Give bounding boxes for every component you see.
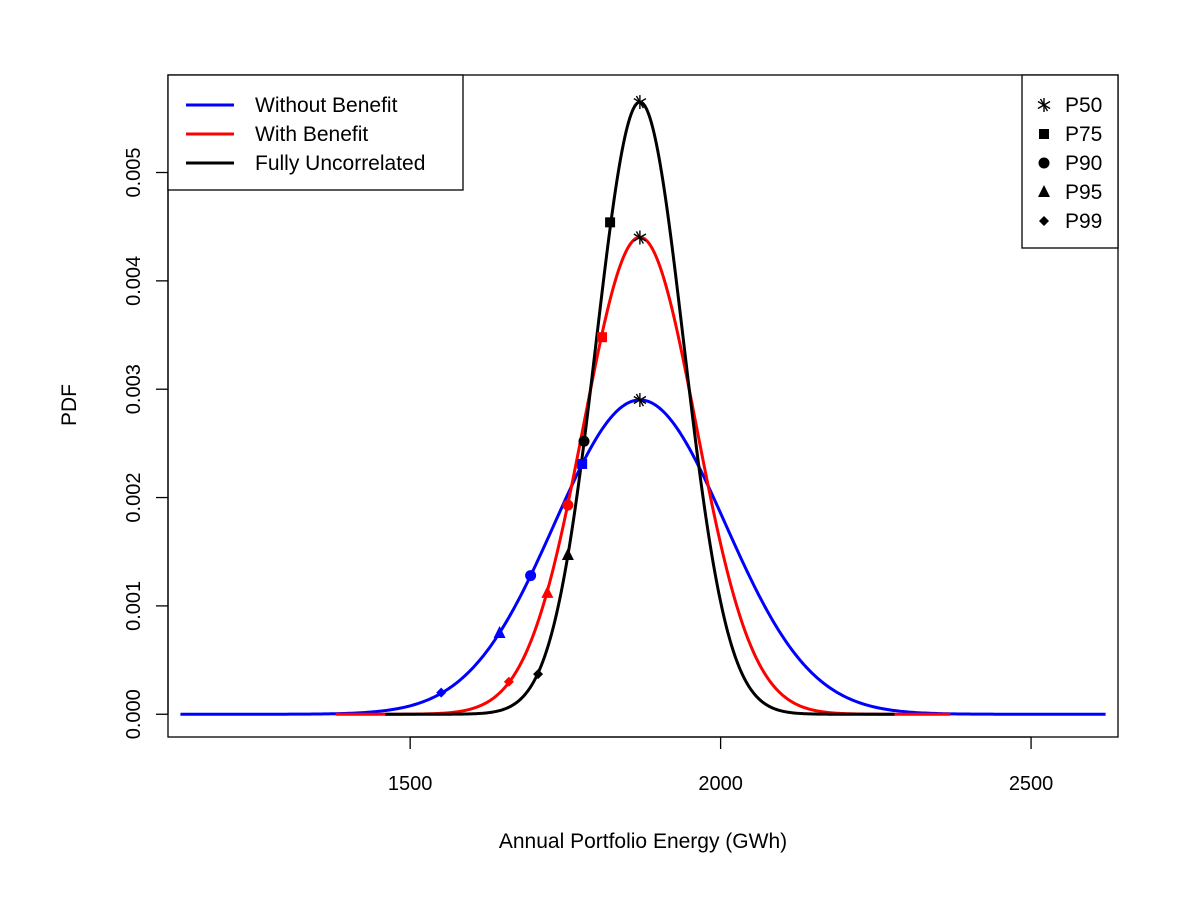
legend-markers-box	[1021, 74, 1119, 249]
marker-p95-without-benefit	[493, 625, 506, 638]
y-axis-title: PDF	[58, 384, 81, 426]
marker-p90-without-benefit	[525, 570, 537, 582]
legend-marker-label: P90	[1065, 152, 1102, 175]
legend-marker-p50-icon	[1037, 98, 1051, 112]
legend-markers: P50 P75 P90 P95 P99	[1021, 74, 1119, 249]
legend-marker-p50-icon-stroke	[1039, 98, 1049, 112]
marker-p95-fully-uncorrelated	[561, 547, 574, 560]
legend-label: With Benefit	[255, 123, 368, 146]
marker-p50-fully-uncorrelated-stroke	[635, 95, 645, 109]
x-axis: 1500 2000 2500	[388, 736, 1054, 795]
x-axis-title: Annual Portfolio Energy (GWh)	[499, 830, 787, 853]
marker-p50-without-benefit	[633, 393, 647, 408]
legend-marker-label: P75	[1065, 123, 1102, 146]
legend-marker-label: P99	[1065, 210, 1102, 233]
marker-p90-with-benefit	[562, 499, 574, 511]
legend-series: Without Benefit With Benefit Fully Uncorre…	[167, 74, 464, 191]
marker-p90-fully-uncorrelated	[578, 435, 590, 447]
legend-marker-p95-icon	[1038, 185, 1050, 197]
marker-p99-fully-uncorrelated	[533, 669, 544, 680]
y-tick-label: 0.005	[123, 147, 145, 197]
legend-marker-p99-icon	[1039, 216, 1049, 226]
percentile-markers	[436, 95, 647, 698]
y-tick-label: 0.001	[123, 581, 145, 631]
legend-label: Without Benefit	[255, 94, 398, 117]
marker-p75-without-benefit	[577, 458, 588, 469]
marker-p50-without-benefit-stroke	[635, 393, 645, 407]
marker-p95-with-benefit	[541, 585, 554, 598]
y-tick-label: 0.000	[123, 689, 145, 739]
marker-p75-fully-uncorrelated	[605, 217, 616, 228]
y-tick-label: 0.004	[123, 256, 145, 306]
marker-p99-with-benefit	[503, 676, 514, 687]
marker-p99-without-benefit	[436, 687, 447, 698]
marker-p50-with-benefit-stroke	[635, 231, 645, 244]
legend-marker-label: P95	[1065, 181, 1102, 204]
legend-marker-p75-icon	[1039, 129, 1049, 139]
y-tick-label: 0.003	[123, 364, 145, 414]
marker-p50-with-benefit	[633, 230, 647, 245]
y-tick-label: 0.002	[123, 473, 145, 523]
legend-marker-label: P50	[1065, 94, 1102, 117]
marker-p75-with-benefit	[597, 332, 608, 343]
marker-p50-fully-uncorrelated	[633, 95, 647, 110]
x-tick-label: 2000	[698, 773, 743, 795]
y-axis: 0.000 0.001 0.002 0.003 0.004 0.005	[123, 147, 169, 739]
x-tick-label: 1500	[388, 773, 433, 795]
series-line-without-benefit	[180, 398, 1106, 716]
legend-label: Fully Uncorrelated	[255, 152, 425, 175]
legend-marker-p90-icon	[1038, 157, 1050, 169]
x-tick-label: 2500	[1009, 773, 1054, 795]
